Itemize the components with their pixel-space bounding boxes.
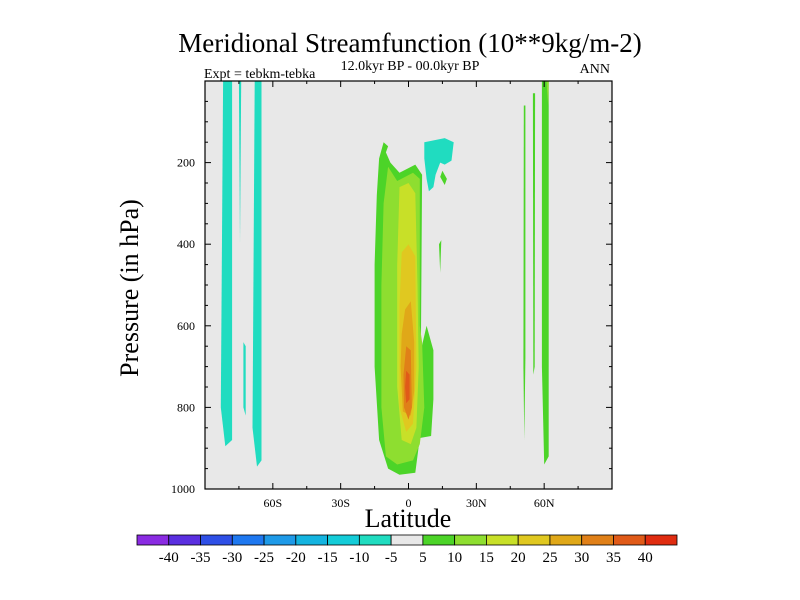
- colorbar-swatch: [644, 534, 678, 546]
- chart-title: Meridional Streamfunction (10**9kg/m-2): [178, 28, 641, 58]
- nh-strip-a: [523, 105, 526, 440]
- chart-subtitle: 12.0kyr BP - 00.0kyr BP: [341, 59, 480, 74]
- colorbar-swatch: [549, 534, 583, 546]
- colorbar-label: -40: [159, 550, 179, 566]
- colorbar-swatch: [581, 534, 614, 546]
- colorbar-label: 25: [542, 550, 557, 566]
- colorbar-label: -25: [254, 550, 274, 566]
- colorbar-label: 40: [638, 550, 653, 566]
- colorbar-label: -15: [318, 550, 338, 566]
- colorbar-swatch: [454, 534, 487, 546]
- colorbar-swatch: [613, 534, 646, 546]
- nh-strip-b: [532, 93, 536, 375]
- colorbar-label: -30: [222, 550, 242, 566]
- y-axis-title: Pressure (in hPa): [115, 199, 144, 377]
- nh-mid-sliver: [439, 240, 442, 273]
- colorbar-label: 5: [419, 550, 427, 566]
- x-tick-label: 60S: [263, 496, 282, 510]
- colorbar-swatch: [168, 534, 201, 546]
- colorbar-label: 10: [447, 550, 462, 566]
- x-tick-label: 30S: [331, 496, 350, 510]
- colorbar-swatch: [295, 534, 328, 546]
- colorbar-swatch: [486, 534, 519, 546]
- x-tick-label: 60N: [534, 496, 555, 510]
- colorbar-swatch: [390, 534, 424, 546]
- y-tick-label: 800: [177, 400, 195, 414]
- y-tick-label: 200: [177, 156, 195, 170]
- colorbar-label: 35: [606, 550, 621, 566]
- colorbar-swatch: [231, 534, 265, 546]
- nh-upper-patch: [440, 170, 447, 185]
- colorbar-swatch: [517, 534, 551, 546]
- colorbar-swatch: [200, 534, 233, 546]
- colorbar-label: -35: [191, 550, 211, 566]
- colorbar-swatch: [136, 534, 170, 546]
- x-axis-title: Latitude: [365, 504, 452, 533]
- nh-strip-c-core: [546, 81, 549, 106]
- contour-regions: [220, 81, 549, 475]
- x-tick-label: 30N: [466, 496, 487, 510]
- y-tick-label: 600: [177, 319, 195, 333]
- colorbar-swatch: [327, 534, 360, 546]
- sh-midlat-strip: [252, 81, 262, 467]
- tropical-cell-35: [405, 370, 410, 404]
- colorbar-label: 30: [574, 550, 589, 566]
- x-tick-label: 0: [406, 496, 412, 510]
- sh-polar-cell: [220, 81, 233, 447]
- colorbar-label: -20: [286, 550, 306, 566]
- nh-strip-c: [541, 81, 549, 465]
- colorbar-label: -5: [385, 550, 398, 566]
- colorbar: -40 -35 -30 -25 -20 -15 -10 -5 5 10 15 20 25 30 35 40: [136, 534, 678, 566]
- colorbar-swatch: [422, 534, 456, 546]
- colorbar-swatch: [358, 534, 392, 546]
- experiment-label: Expt = tebkm-tebka: [204, 67, 316, 82]
- colorbar-label: 15: [479, 550, 494, 566]
- colorbar-label: 20: [511, 550, 526, 566]
- season-label: ANN: [580, 62, 610, 77]
- sh-small-patch: [243, 342, 246, 416]
- sh-polar-strip: [238, 81, 242, 245]
- nh-upper-negative: [424, 138, 454, 192]
- colorbar-label: -10: [349, 550, 369, 566]
- colorbar-swatch: [263, 534, 297, 546]
- axis-ticks: 60S 30S 0 30N 60N 200 400 600 800 1000: [171, 80, 613, 510]
- y-tick-label: 400: [177, 237, 195, 251]
- y-tick-label: 1000: [171, 482, 195, 496]
